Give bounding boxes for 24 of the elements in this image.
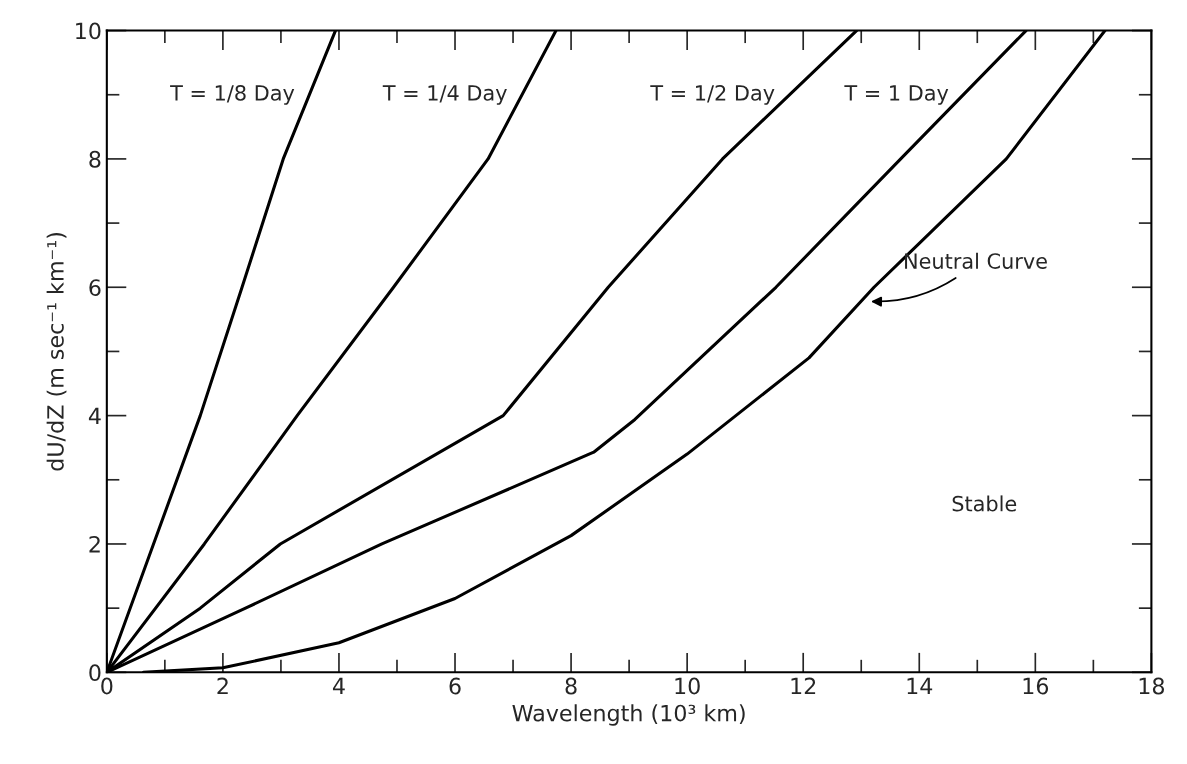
series-label: T = 1/4 Day <box>382 85 507 105</box>
series-label: T = 1/2 Day <box>650 85 775 105</box>
y-tick-label: 10 <box>76 22 101 40</box>
y-tick-label: 6 <box>89 279 101 297</box>
x-tick-label: 8 <box>565 677 577 695</box>
x-tick-label: 16 <box>1023 677 1049 695</box>
x-tick-label: 14 <box>907 677 933 695</box>
x-tick-label: 2 <box>217 677 228 695</box>
series-label: T = 1/8 Day <box>170 85 295 105</box>
x-tick-label: 10 <box>675 677 700 695</box>
y-axis-title: dU/dZ (m sec⁻¹ km⁻¹) <box>46 233 67 471</box>
x-axis-title: Wavelength (10³ km) <box>512 704 745 726</box>
x-tick-label: 6 <box>449 677 461 695</box>
y-tick-label: 0 <box>89 664 101 682</box>
x-tick-label: 4 <box>332 677 345 695</box>
series-label: T = 1 Day <box>844 85 949 105</box>
y-tick-label: 4 <box>88 407 101 425</box>
x-tick-label: 0 <box>101 677 113 695</box>
y-tick-label: 2 <box>89 535 100 553</box>
x-tick-label: 18 <box>1139 677 1165 695</box>
y-tick-label: 8 <box>89 150 101 168</box>
annotation: Stable <box>952 495 1017 512</box>
annotation: Neutral Curve <box>905 252 1047 269</box>
x-tick-label: 12 <box>791 677 816 695</box>
